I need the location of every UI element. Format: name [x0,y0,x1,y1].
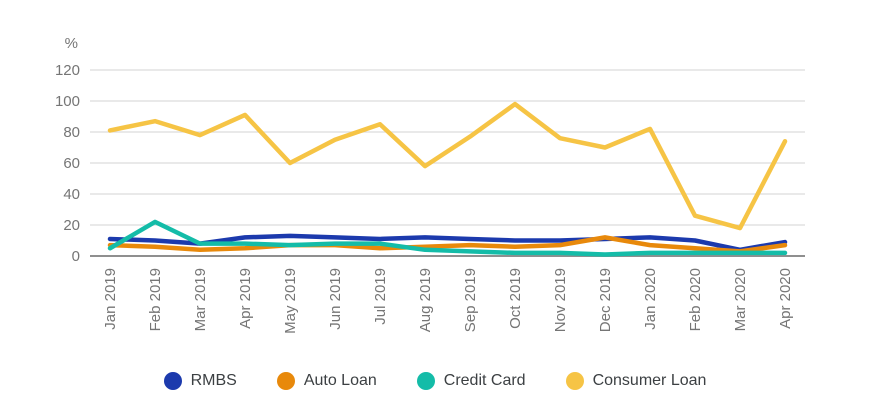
x-tick-label-3: Apr 2019 [237,268,254,329]
x-tick-label-2: Mar 2019 [192,268,209,331]
legend-dot-auto-loan [276,372,295,390]
x-tick-label-6: Jul 2019 [372,268,389,325]
legend-label-auto-loan: Auto Loan [303,372,377,389]
x-tick-label-0: Jan 2019 [102,268,119,330]
y-tick-label-100: 100 [55,93,80,110]
legend-item-consumer-loan: Consumer Loan [565,372,707,390]
legend-dot-rmbs [163,372,182,390]
x-tick-label-15: Apr 2020 [777,268,794,329]
series-line-consumer-loan [107,101,788,231]
legend-label-consumer-loan: Consumer Loan [592,372,707,389]
series-line-auto-loan [107,235,788,254]
x-tick-label-7: Aug 2019 [417,268,434,332]
x-tick-label-9: Oct 2019 [507,268,524,329]
x-tick-label-8: Sep 2019 [462,268,479,332]
y-tick-label-40: 40 [63,186,80,203]
x-tick-label-13: Feb 2020 [687,268,704,331]
y-tick-label-0: 0 [72,248,80,265]
x-tick-label-12: Jan 2020 [642,268,659,330]
x-tick-label-1: Feb 2019 [147,268,164,331]
y-tick-label-60: 60 [63,155,80,172]
x-tick-label-10: Nov 2019 [552,268,569,332]
y-tick-label-120: 120 [55,62,80,79]
legend-label-rmbs: RMBS [190,372,237,389]
x-tick-label-14: Mar 2020 [732,268,749,331]
x-tick-label-5: Jun 2019 [327,268,344,330]
legend-dot-consumer-loan [565,372,584,390]
series-line-credit-card [107,219,788,257]
x-tick-label-11: Dec 2019 [597,268,614,332]
y-axis-unit-label: % [65,35,78,52]
y-tick-label-80: 80 [63,124,80,141]
legend-item-credit-card: Credit Card [416,372,526,390]
series-line-rmbs [107,233,788,253]
y-tick-label-20: 20 [63,217,80,234]
chart-legend: RMBS Auto Loan Credit Card Consumer Loan [0,372,870,390]
legend-dot-credit-card [416,372,435,390]
x-tick-label-4: May 2019 [282,268,299,334]
legend-item-auto-loan: Auto Loan [276,372,377,390]
legend-label-credit-card: Credit Card [443,372,526,389]
legend-item-rmbs: RMBS [163,372,237,390]
